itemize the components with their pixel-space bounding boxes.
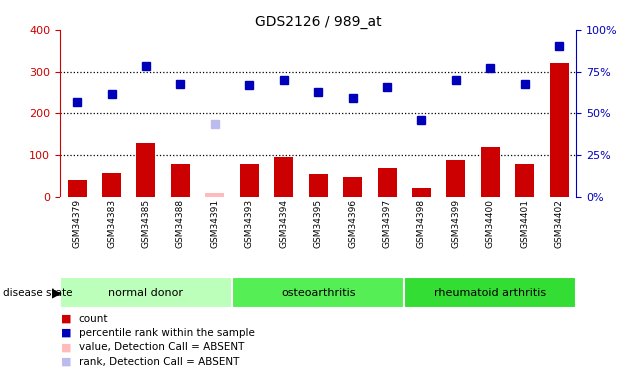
Title: GDS2126 / 989_at: GDS2126 / 989_at: [255, 15, 381, 29]
Text: GSM34385: GSM34385: [142, 199, 151, 248]
Text: ▶: ▶: [52, 286, 62, 299]
Text: GSM34400: GSM34400: [486, 199, 495, 248]
Bar: [67, 180, 86, 197]
Bar: [274, 157, 293, 197]
Bar: [412, 188, 431, 197]
Text: GSM34401: GSM34401: [520, 199, 529, 248]
Text: ■: ■: [61, 314, 71, 324]
Bar: [232, 278, 404, 308]
Bar: [205, 193, 224, 197]
Text: percentile rank within the sample: percentile rank within the sample: [79, 328, 255, 338]
Text: rheumatoid arthritis: rheumatoid arthritis: [434, 288, 546, 297]
Text: count: count: [79, 314, 108, 324]
Text: GSM34399: GSM34399: [452, 199, 461, 248]
Bar: [240, 164, 259, 197]
Text: GSM34395: GSM34395: [314, 199, 323, 248]
Bar: [550, 63, 569, 197]
Text: ■: ■: [61, 357, 71, 366]
Text: GSM34394: GSM34394: [279, 199, 288, 248]
Bar: [60, 278, 232, 308]
Text: GSM34398: GSM34398: [417, 199, 426, 248]
Text: ■: ■: [61, 342, 71, 352]
Bar: [404, 278, 576, 308]
Text: GSM34393: GSM34393: [245, 199, 254, 248]
Text: GSM34397: GSM34397: [382, 199, 391, 248]
Text: ■: ■: [61, 328, 71, 338]
Text: GSM34396: GSM34396: [348, 199, 357, 248]
Text: GSM34383: GSM34383: [107, 199, 116, 248]
Bar: [102, 173, 121, 197]
Text: normal donor: normal donor: [108, 288, 183, 297]
Text: GSM34391: GSM34391: [210, 199, 219, 248]
Bar: [447, 160, 466, 197]
Text: value, Detection Call = ABSENT: value, Detection Call = ABSENT: [79, 342, 244, 352]
Text: osteoarthritis: osteoarthritis: [281, 288, 355, 297]
Bar: [377, 168, 396, 197]
Text: GSM34388: GSM34388: [176, 199, 185, 248]
Text: disease state: disease state: [3, 288, 76, 297]
Bar: [171, 164, 190, 197]
Bar: [515, 164, 534, 197]
Bar: [343, 177, 362, 197]
Text: GSM34402: GSM34402: [555, 199, 564, 248]
Bar: [481, 147, 500, 197]
Bar: [309, 174, 328, 197]
Bar: [137, 142, 156, 197]
Text: rank, Detection Call = ABSENT: rank, Detection Call = ABSENT: [79, 357, 239, 366]
Text: GSM34379: GSM34379: [72, 199, 81, 248]
